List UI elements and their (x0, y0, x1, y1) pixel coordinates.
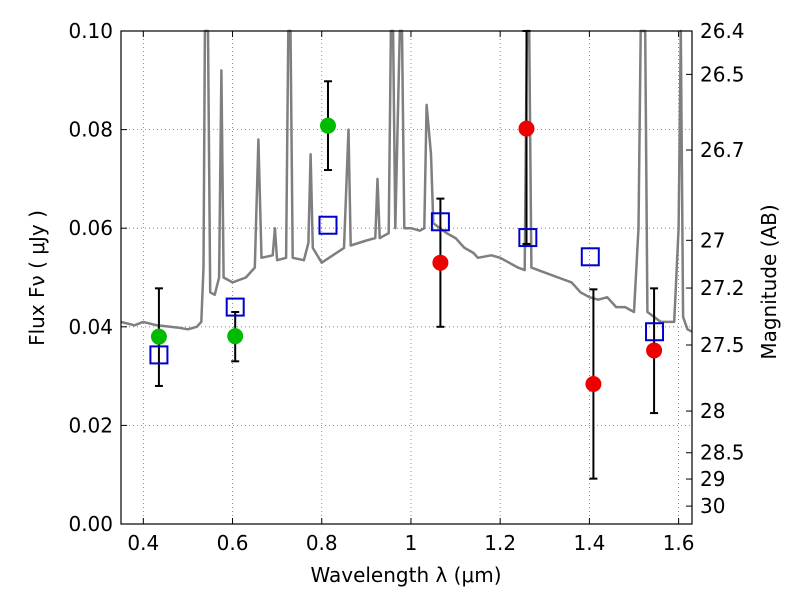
photometry-point (585, 375, 602, 392)
x-axis-label: Wavelength λ (μm) (310, 563, 501, 587)
y-tick-label: 0.08 (68, 118, 113, 142)
model-flux-square (430, 212, 450, 232)
x-tick-label: 1.2 (484, 531, 516, 555)
plot-frame (120, 30, 693, 525)
x-tick-label: 0.4 (127, 531, 159, 555)
photometry-point (319, 117, 336, 134)
model-flux-square (149, 345, 169, 365)
model-flux-square (580, 247, 600, 267)
y2-tick-label: 29 (700, 467, 725, 491)
y2-tick-label: 26.5 (700, 62, 745, 86)
photometry-point (432, 254, 449, 271)
x-tick-label: 1 (405, 531, 418, 555)
model-flux-square (518, 228, 538, 248)
y-tick-label: 0.00 (68, 512, 113, 536)
y2-tick-label: 28.5 (700, 441, 745, 465)
grid (121, 31, 692, 524)
y2-tick-label: 26.4 (700, 19, 745, 43)
y2-tick-label: 28 (700, 399, 725, 423)
y-tick-label: 0.02 (68, 413, 113, 437)
y2-tick-label: 26.7 (700, 138, 745, 162)
photometry-point (150, 328, 167, 345)
x-tick-label: 1.4 (573, 531, 605, 555)
x-tick-label: 0.8 (306, 531, 338, 555)
model-flux-square (318, 215, 338, 235)
sed-model-line (120, 29, 693, 333)
y2-tick-label: 27.5 (700, 333, 745, 357)
y-tick-label: 0.04 (68, 315, 113, 339)
y-tick-label: 0.06 (68, 216, 113, 240)
y2-tick-label: 30 (700, 494, 725, 518)
y2-tick-label: 27.2 (700, 276, 745, 300)
x-tick-label: 1.6 (663, 531, 695, 555)
model-flux-square (225, 297, 245, 317)
axis-ticks: 0.4 0.6 0.8 1 1.2 1.4 1.6 0.00 0.02 0.04 0.06 0.08 0… (68, 19, 744, 555)
x-tick-label: 0.6 (217, 531, 249, 555)
photometry-point (646, 342, 663, 359)
photometry-point (227, 328, 244, 345)
y-tick-label: 0.10 (68, 19, 113, 43)
model-flux-square (645, 322, 665, 342)
sed-curve (120, 29, 693, 333)
y2-tick-label: 27 (700, 228, 725, 252)
y2-axis-label: Magnitude (AB) (757, 204, 781, 359)
photometry-point (518, 120, 535, 137)
y-axis-label: Flux Fν ( μJy ) (25, 210, 49, 346)
data-markers (149, 117, 665, 392)
